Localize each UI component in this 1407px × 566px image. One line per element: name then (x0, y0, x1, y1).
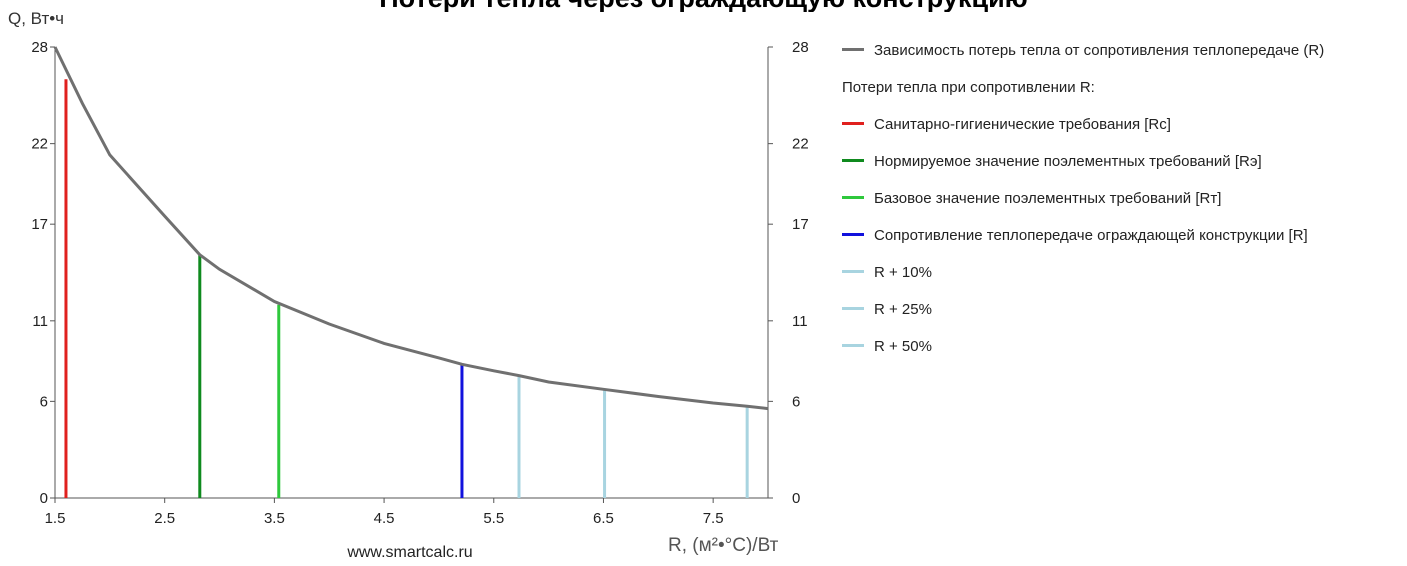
legend-label-3: Базовое значение поэлементных требований… (874, 190, 1222, 207)
chart-title-clipped: Потери тепла через ограждающую конструкц… (0, 0, 1407, 12)
x-tick-label: 2.5 (154, 510, 175, 527)
legend-swatch-curve (842, 48, 864, 52)
y-tick-label-left: 28 (31, 39, 48, 56)
legend-label-7: R + 50% (874, 338, 932, 355)
chart-plot: 0 0 6 6 11 11 17 17 22 22 28 28 1.5 2.5 3.5 4.5 5.5 6.5 7.… (8, 9, 809, 561)
y-tick-label-right: 6 (792, 393, 800, 410)
legend-swatch-4 (842, 233, 864, 237)
legend-item-1: Санитарно-гигиенические требования [Rс] (842, 114, 1397, 136)
y-axis-label: Q, Вт•ч (8, 9, 64, 28)
legend-swatch-7 (842, 344, 864, 348)
y-tick-label-left: 22 (31, 136, 48, 153)
x-axis-label: R, (м²•°С)/Вт (668, 535, 779, 556)
x-tick-label: 6.5 (593, 510, 614, 527)
legend-label-4: Сопротивление теплопередаче ограждающей … (874, 227, 1308, 244)
y-tick-label-right: 17 (792, 216, 809, 233)
legend-item-7: R + 50% (842, 336, 1397, 358)
legend-item-3: Базовое значение поэлементных требований… (842, 188, 1397, 210)
y-tick-label-left: 11 (32, 313, 48, 330)
x-tick-label: 3.5 (264, 510, 285, 527)
legend-item-4: Сопротивление теплопередаче ограждающей … (842, 225, 1397, 247)
heat-loss-curve (53, 46, 769, 411)
y-tick-label-right: 11 (792, 313, 808, 330)
legend-swatch-3 (842, 196, 864, 200)
x-tick-label: 5.5 (483, 510, 504, 527)
y-tick-label-left: 6 (40, 393, 48, 410)
y-tick-label-right: 28 (792, 39, 809, 56)
x-tick-label: 4.5 (374, 510, 395, 527)
legend-header: Потери тепла при сопротивлении R: (842, 79, 1095, 96)
legend-label-1: Санитарно-гигиенические требования [Rс] (874, 116, 1171, 133)
legend-item-6: R + 25% (842, 299, 1397, 321)
chart-legend: Зависимость потерь тепла от сопротивлени… (842, 40, 1397, 373)
watermark: www.smartcalc.ru (346, 544, 472, 561)
legend-label-2: Нормируемое значение поэлементных требов… (874, 153, 1262, 170)
x-tick-label: 1.5 (45, 510, 66, 527)
legend-label-5: R + 10% (874, 264, 932, 281)
legend-item-2: Нормируемое значение поэлементных требов… (842, 151, 1397, 173)
legend-swatch-2 (842, 159, 864, 163)
x-tick-label: 7.5 (703, 510, 724, 527)
chart-title: Потери тепла через ограждающую конструкц… (0, 0, 1407, 12)
y-tick-label-left: 0 (40, 490, 48, 507)
legend-swatch-1 (842, 122, 864, 126)
legend-label-curve: Зависимость потерь тепла от сопротивлени… (874, 42, 1325, 59)
legend-item-5: R + 10% (842, 262, 1397, 284)
y-tick-label-left: 17 (31, 216, 48, 233)
legend-swatch-6 (842, 307, 864, 311)
y-tick-label-right: 0 (792, 490, 800, 507)
legend-swatch-5 (842, 270, 864, 274)
legend-label-6: R + 25% (874, 301, 932, 318)
legend-item-curve: Зависимость потерь тепла от сопротивлени… (842, 40, 1397, 62)
y-tick-label-right: 22 (792, 136, 809, 153)
